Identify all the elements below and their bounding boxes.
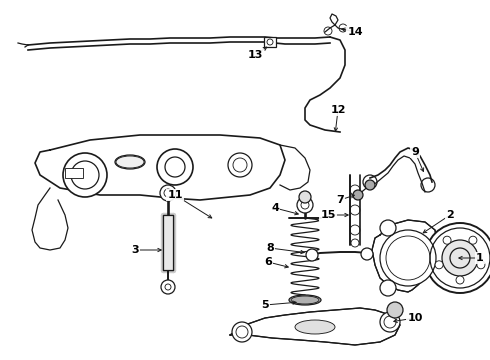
Bar — [264, 37, 276, 47]
Circle shape — [443, 236, 451, 244]
Circle shape — [157, 149, 193, 185]
Polygon shape — [163, 215, 173, 270]
Text: 15: 15 — [320, 210, 336, 220]
Circle shape — [456, 276, 464, 284]
Circle shape — [353, 190, 363, 200]
Circle shape — [306, 249, 318, 261]
Text: 3: 3 — [131, 245, 139, 255]
Circle shape — [297, 197, 313, 213]
Circle shape — [232, 322, 252, 342]
Text: 4: 4 — [271, 203, 279, 213]
Circle shape — [380, 280, 396, 296]
Ellipse shape — [291, 296, 319, 304]
Text: 12: 12 — [330, 105, 346, 115]
Circle shape — [380, 312, 400, 332]
Text: 13: 13 — [247, 50, 263, 60]
Ellipse shape — [289, 295, 321, 305]
Text: 11: 11 — [167, 190, 183, 200]
Circle shape — [380, 230, 436, 286]
Circle shape — [387, 302, 403, 318]
Circle shape — [469, 236, 477, 244]
Circle shape — [435, 261, 443, 269]
Circle shape — [442, 240, 478, 276]
Circle shape — [425, 223, 490, 293]
Text: 6: 6 — [264, 257, 272, 267]
Circle shape — [361, 248, 373, 260]
Text: 8: 8 — [266, 243, 274, 253]
Text: 14: 14 — [347, 27, 363, 37]
Text: 9: 9 — [411, 147, 419, 157]
Circle shape — [228, 153, 252, 177]
Circle shape — [160, 185, 176, 201]
Text: 5: 5 — [261, 300, 269, 310]
Polygon shape — [372, 220, 438, 292]
Circle shape — [161, 280, 175, 294]
Ellipse shape — [115, 155, 145, 169]
Bar — [65, 168, 83, 178]
Polygon shape — [230, 308, 400, 345]
Text: 2: 2 — [446, 210, 454, 220]
Circle shape — [63, 153, 107, 197]
Ellipse shape — [295, 320, 335, 334]
Circle shape — [365, 180, 375, 190]
Text: 7: 7 — [336, 195, 344, 205]
Circle shape — [477, 261, 485, 269]
Circle shape — [380, 220, 396, 236]
Text: 10: 10 — [407, 313, 423, 323]
Text: 1: 1 — [476, 253, 484, 263]
Circle shape — [299, 191, 311, 203]
